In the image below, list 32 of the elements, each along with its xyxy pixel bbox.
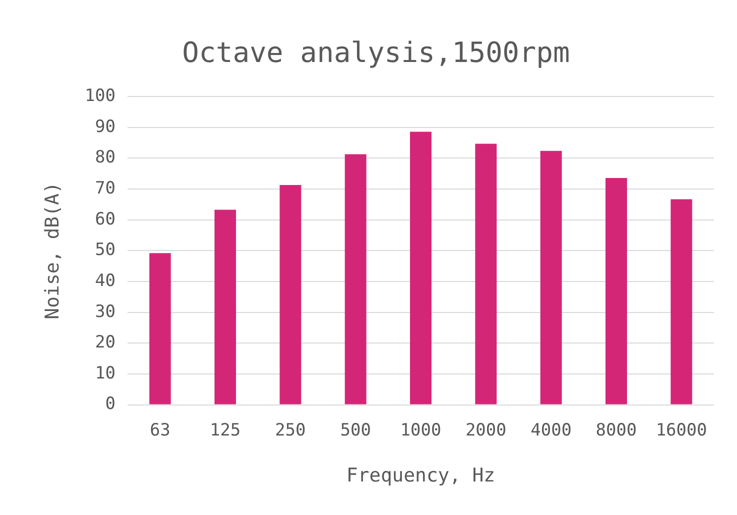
- y-tick-label: 70: [95, 178, 116, 198]
- bar: [670, 199, 692, 404]
- y-tick-label: 30: [95, 302, 116, 322]
- y-tick-label: 0: [105, 394, 116, 414]
- y-tick-label: 60: [95, 209, 116, 230]
- y-tick-label: 10: [95, 363, 116, 384]
- x-tick-label: 16000: [656, 420, 708, 440]
- bar: [475, 144, 497, 404]
- x-tick-label: 4000: [530, 420, 572, 440]
- x-tick-label: 250: [275, 420, 306, 440]
- y-tick-label: 90: [95, 116, 116, 137]
- bar: [344, 154, 366, 404]
- y-tick-label: 40: [95, 270, 116, 291]
- y-axis-title: Noise, dB(A): [41, 182, 64, 320]
- bar: [410, 132, 432, 404]
- x-tick-label: 125: [210, 420, 241, 440]
- x-tick-label: 1000: [400, 420, 442, 440]
- y-tick-label: 50: [95, 240, 116, 260]
- y-tick-label: 20: [95, 332, 116, 353]
- bar: [280, 185, 302, 404]
- x-tick-label: 500: [340, 420, 371, 440]
- x-axis-title: Frequency, Hz: [346, 464, 496, 487]
- y-tick-label: 100: [84, 86, 116, 106]
- x-tick-label: 63: [150, 420, 170, 440]
- y-tick-label: 80: [95, 148, 116, 168]
- bar: [149, 253, 171, 404]
- chart-title: Octave analysis,1500rpm: [182, 36, 570, 70]
- x-tick-label: 8000: [596, 420, 637, 440]
- bar: [606, 178, 628, 404]
- bar: [214, 210, 236, 404]
- x-tick-label: 2000: [465, 420, 506, 440]
- bar: [540, 150, 562, 404]
